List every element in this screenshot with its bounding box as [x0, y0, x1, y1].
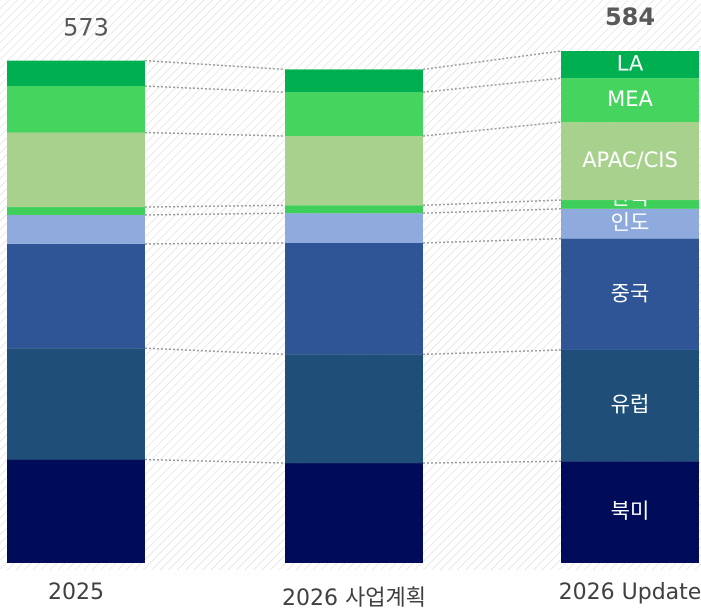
connector [422, 208, 562, 214]
bar-segment [561, 200, 699, 209]
bar-segment [7, 459, 145, 563]
connector [422, 460, 562, 464]
connector [422, 50, 562, 71]
bar-segment [7, 214, 145, 244]
x-tick-label: 2026 사업계획 [282, 586, 426, 609]
segment-label: LA [617, 52, 644, 76]
connector [144, 458, 286, 464]
bar-segment [285, 243, 423, 355]
connector [144, 204, 286, 208]
bar-segment [285, 69, 423, 93]
bar-segment [561, 78, 699, 123]
bar-segment [561, 238, 699, 350]
segment-label: 중국 [611, 281, 650, 305]
connector [422, 121, 562, 137]
bar-segment [285, 136, 423, 206]
bar-segment [285, 213, 423, 243]
bar-segment [7, 207, 145, 215]
bar-segment [7, 60, 145, 87]
connector [144, 212, 286, 216]
bar-segment [285, 463, 423, 563]
connector [422, 199, 562, 207]
bar-segment [7, 348, 145, 460]
segment-label: MEA [607, 87, 653, 111]
bar-segment [7, 132, 145, 208]
bar-segment [561, 51, 699, 79]
connector [144, 347, 286, 356]
segment-label: 북미 [611, 499, 650, 523]
connector [144, 59, 286, 71]
segment-label: 유럽 [611, 393, 650, 417]
bar-segment [285, 354, 423, 464]
connector [144, 85, 286, 93]
x-tick-label: 2025 [48, 580, 104, 605]
total-label: 584 [605, 3, 655, 31]
bar-segment [285, 205, 423, 214]
connector [422, 349, 562, 356]
bar-segment [561, 208, 699, 239]
bar-segment [561, 349, 699, 462]
connector [144, 131, 286, 137]
connector [144, 242, 286, 245]
bar-segment [7, 243, 145, 349]
x-tick-label: 2026 Update [559, 580, 701, 605]
segment-label: 인도 [611, 211, 650, 235]
connector [422, 77, 562, 93]
connector [422, 237, 562, 244]
bar-segment [7, 86, 145, 133]
bar-segment [285, 92, 423, 137]
bar-segment [561, 461, 699, 563]
segment-label: APAC/CIS [582, 148, 678, 172]
bar-segment [561, 122, 699, 201]
total-label: 573 [63, 14, 109, 42]
